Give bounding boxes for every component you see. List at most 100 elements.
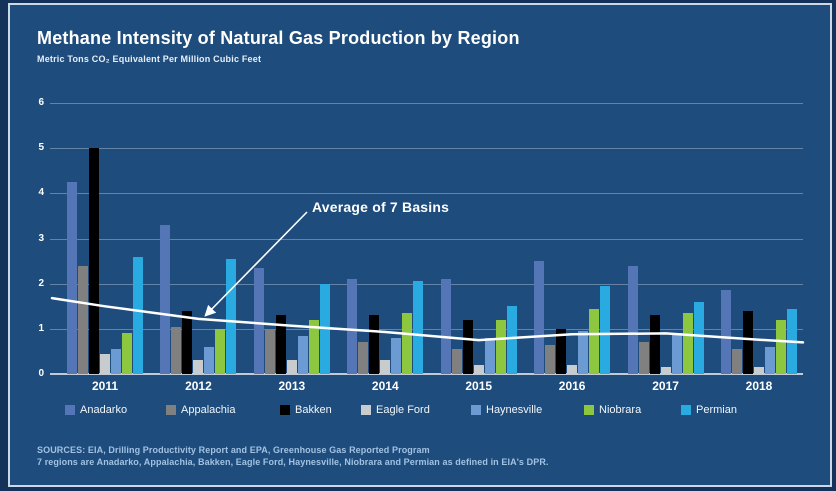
bar-haynesville-2012 xyxy=(204,346,215,374)
bar-permian-2015 xyxy=(506,306,517,374)
bar-appalachia-2017 xyxy=(638,342,649,374)
annotation-label: Average of 7 Basins xyxy=(312,199,450,215)
bar-niobrara-2015 xyxy=(495,319,506,374)
legend-item-eagle-ford: Eagle Ford xyxy=(361,404,430,416)
bar-appalachia-2014 xyxy=(358,342,369,374)
bar-permian-2017 xyxy=(693,301,704,374)
bar-anadarko-2013 xyxy=(253,267,264,374)
legend-item-label: Niobrara xyxy=(599,404,642,416)
y-tick-label-3: 3 xyxy=(38,232,44,244)
x-axis-baseline xyxy=(50,373,803,375)
legend-item-label: Permian xyxy=(696,404,737,416)
bar-haynesville-2017 xyxy=(671,333,682,374)
legend-item-label: Appalachia xyxy=(181,404,236,416)
legend-swatch-appalachia xyxy=(166,405,176,415)
bar-eagle-ford-2015 xyxy=(473,364,484,374)
footnote-regions: 7 regions are Anadarko, Appalachia, Bakk… xyxy=(37,457,549,467)
bar-anadarko-2015 xyxy=(440,279,451,374)
x-tick-label-2015: 2015 xyxy=(465,379,493,393)
bar-eagle-ford-2016 xyxy=(567,364,578,374)
legend-swatch-eagle-ford xyxy=(361,405,371,415)
bar-niobrara-2014 xyxy=(402,313,413,374)
x-tick-label-2017: 2017 xyxy=(652,379,679,393)
bar-niobrara-2016 xyxy=(589,308,600,374)
bar-appalachia-2012 xyxy=(171,326,182,374)
bar-haynesville-2018 xyxy=(765,346,775,374)
bar-eagle-ford-2017 xyxy=(660,367,671,374)
legend-swatch-haynesville xyxy=(471,405,481,415)
bar-eagle-ford-2018 xyxy=(754,367,764,374)
bar-haynesville-2013 xyxy=(297,335,308,374)
bar-appalachia-2016 xyxy=(545,344,556,374)
page-subtitle: Metric Tons CO₂ Equivalent Per Million C… xyxy=(37,54,262,64)
gridline-4 xyxy=(50,193,803,195)
bar-appalachia-2011 xyxy=(78,265,88,374)
bar-eagle-ford-2012 xyxy=(193,360,204,374)
x-tick-label-2018: 2018 xyxy=(745,379,773,393)
legend-swatch-niobrara xyxy=(584,405,594,415)
bar-anadarko-2017 xyxy=(627,265,638,374)
bar-bakken-2014 xyxy=(369,315,380,374)
legend-item-bakken: Bakken xyxy=(280,404,332,416)
y-tick-label-2: 2 xyxy=(38,277,44,289)
bar-anadarko-2016 xyxy=(534,261,545,374)
legend-item-haynesville: Haynesville xyxy=(471,404,542,416)
bar-bakken-2016 xyxy=(556,328,567,374)
bar-permian-2011 xyxy=(133,256,143,374)
y-tick-label-5: 5 xyxy=(38,142,44,154)
bar-bakken-2013 xyxy=(275,315,286,374)
bar-permian-2012 xyxy=(226,258,237,374)
legend-swatch-bakken xyxy=(280,405,290,415)
bar-eagle-ford-2014 xyxy=(380,360,391,374)
page-title: Methane Intensity of Natural Gas Product… xyxy=(37,28,520,48)
y-tick-label-6: 6 xyxy=(38,97,44,108)
footnote-sources: SOURCES: EIA, Drilling Productivity Repo… xyxy=(37,445,430,455)
bar-niobrara-2013 xyxy=(308,319,319,374)
legend-item-label: Haynesville xyxy=(486,404,543,416)
bar-appalachia-2018 xyxy=(732,349,742,374)
legend-item-niobrara: Niobrara xyxy=(584,404,641,416)
legend-item-label: Bakken xyxy=(295,404,332,416)
bar-niobrara-2011 xyxy=(122,333,132,374)
bar-eagle-ford-2013 xyxy=(286,360,297,374)
x-tick-label-2011: 2011 xyxy=(91,379,119,393)
legend-item-label: Anadarko xyxy=(80,404,128,416)
bar-anadarko-2012 xyxy=(160,224,171,374)
bar-permian-2018 xyxy=(787,308,797,374)
legend-item-label: Eagle Ford xyxy=(376,404,430,416)
bar-anadarko-2014 xyxy=(347,279,358,374)
bar-bakken-2018 xyxy=(743,310,753,374)
bar-haynesville-2015 xyxy=(484,337,495,374)
bar-eagle-ford-2011 xyxy=(100,353,110,374)
bar-niobrara-2017 xyxy=(682,313,693,374)
bar-bakken-2017 xyxy=(649,315,660,374)
bar-appalachia-2013 xyxy=(264,328,275,374)
chart-panel: Methane Intensity of Natural Gas Product… xyxy=(8,3,832,487)
bar-bakken-2012 xyxy=(182,310,193,374)
bar-anadarko-2018 xyxy=(721,290,731,374)
legend-swatch-permian xyxy=(681,405,691,415)
bar-appalachia-2015 xyxy=(451,349,462,374)
bar-niobrara-2012 xyxy=(215,328,226,374)
x-tick-label-2012: 2012 xyxy=(185,379,212,393)
gridline-3 xyxy=(50,238,803,240)
bar-permian-2014 xyxy=(413,281,424,374)
y-tick-label-4: 4 xyxy=(38,187,44,199)
legend-item-permian: Permian xyxy=(681,404,737,416)
y-tick-label-0: 0 xyxy=(38,368,44,379)
bar-anadarko-2011 xyxy=(67,182,77,374)
legend-item-appalachia: Appalachia xyxy=(166,404,235,416)
legend-swatch-anadarko xyxy=(65,405,75,415)
x-tick-label-2016: 2016 xyxy=(558,379,586,393)
bar-permian-2016 xyxy=(600,285,611,374)
legend: Anadarko Appalachia Bakken Eagle Ford Haynes… xyxy=(10,404,830,424)
bar-bakken-2015 xyxy=(462,319,473,374)
legend-item-anadarko: Anadarko xyxy=(65,404,127,416)
gridline-5 xyxy=(50,148,803,150)
bar-haynesville-2011 xyxy=(111,349,121,374)
gridline-6 xyxy=(50,103,803,104)
bar-haynesville-2014 xyxy=(391,337,402,374)
bar-bakken-2011 xyxy=(89,148,99,374)
y-tick-label-1: 1 xyxy=(38,322,44,334)
